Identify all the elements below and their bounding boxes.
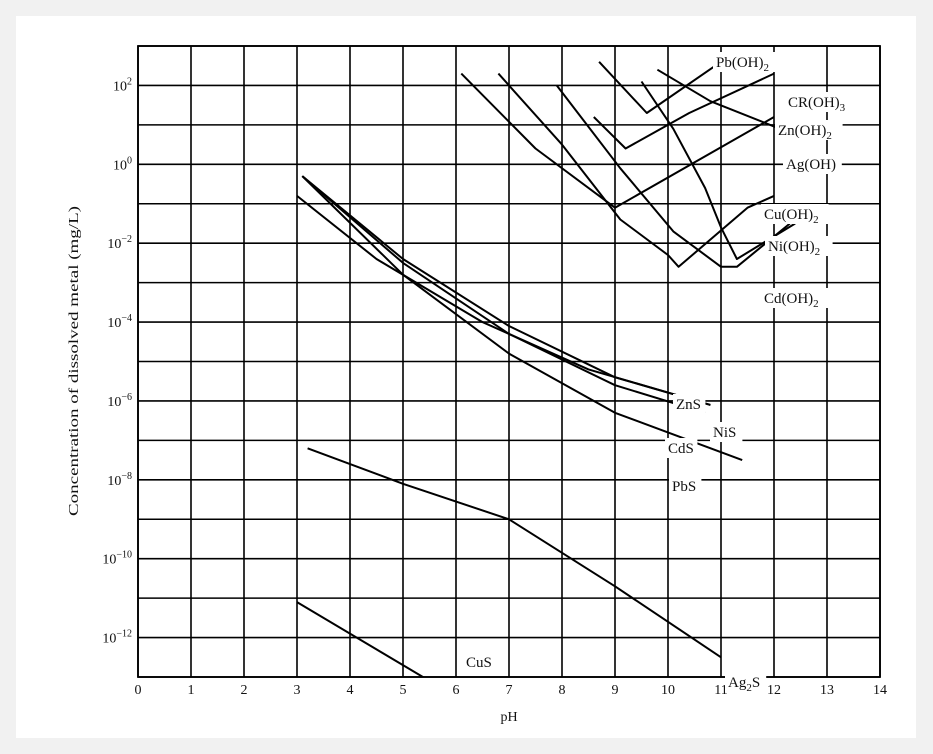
series-line-pb-oh-2 [598,60,722,114]
series-line-cr-oh-3 [656,68,791,134]
grid-lines [137,45,881,678]
x-axis-label: pH [500,710,517,725]
series-line-cd-oh-2 [555,84,791,268]
series-label-zn-oh-2: Zn(OH)2 [778,123,832,142]
series-label-cr-oh-3: CR(OH)3 [788,95,846,114]
x-tick-label: 6 [453,683,460,698]
x-tick-label: 3 [294,683,301,698]
series-line-zn-oh-2 [593,72,775,150]
series-line-ag-oh- [640,80,796,260]
series-label-ni-oh-2: Ni(OH)2 [768,239,820,258]
series-label-bg [765,236,833,256]
figure-frame: 0 1 2 3 4 5 6 7 8 9 10 11 12 13 14 102 100 10−2 10−4 10−6 1… [16,16,916,738]
series-label-ag2s: Ag2S [728,675,760,694]
y-tick-label: 100 [113,155,132,173]
x-tick-label: 9 [612,683,619,698]
series-label-bg [673,394,706,414]
y-tick-label: 10−4 [107,313,132,331]
x-tick-label: 7 [506,683,513,698]
y-tick-label: 10−8 [107,471,132,489]
series-label-pb-oh-2: Pb(OH)2 [716,55,769,74]
series-line-pbs [301,175,743,462]
series-label-cu-oh-2: Cu(OH)2 [764,207,819,226]
x-tick-label: 1 [188,683,195,698]
series-line-nis [301,175,711,406]
x-tick-label: 0 [135,683,142,698]
series-label-bg [710,422,743,442]
series-label-cds: CdS [668,441,694,457]
x-tick-label: 5 [400,683,407,698]
series-line-ni-oh-2 [497,72,775,268]
series-label-bg [713,52,781,72]
series-label-cd-oh-2: Cd(OH)2 [764,291,819,310]
series-label-bg [761,204,829,224]
y-tick-labels: 102 100 10−2 10−4 10−6 10−8 10−10 10−12 [102,76,132,646]
x-tick-label: 8 [559,683,566,698]
series-line-cu-oh-2 [460,72,775,209]
series-labels: Pb(OH)2 CR(OH)3 Zn(OH)2 Ag(OH) Cu(OH)2 Ni(OH)… [463,52,853,694]
x-tick-label: 4 [347,683,354,698]
y-tick-label: 10−12 [102,629,132,647]
y-axis-label: Concentration of dissolved metal (mg/L) [66,206,81,516]
x-tick-label: 13 [820,683,834,698]
y-tick-label: 10−2 [107,234,132,252]
series-label-bg [725,672,767,692]
y-tick-label: 102 [113,76,132,94]
series-label-ag-oh-: Ag(OH) [786,157,836,173]
series-label-zns: ZnS [676,397,701,413]
series-label-bg [761,288,829,308]
series-label-bg [775,120,843,140]
series-line-ag2s [307,447,722,659]
series-label-pbs: PbS [672,479,696,495]
series-label-bg [665,438,698,458]
series-label-bg [669,476,702,496]
series-line-cus [296,601,425,677]
series-line-zns [296,195,711,406]
series-line-cds [301,175,706,414]
y-tick-label: 10−6 [107,392,132,410]
series-label-bg [785,92,853,112]
series-label-cus: CuS [466,655,492,671]
plot-border [137,45,881,678]
x-tick-label: 2 [241,683,248,698]
solubility-chart: 0 1 2 3 4 5 6 7 8 9 10 11 12 13 14 10210010−210−410−61… [66,45,888,725]
series-label-nis: NiS [713,425,736,441]
x-tick-label: 10 [661,683,675,698]
series-group [296,60,796,677]
series-label-bg [783,154,842,174]
series-label-bg [463,652,496,672]
x-tick-labels: 0 1 2 3 4 5 6 7 8 9 10 11 12 13 14 [135,683,888,698]
x-tick-label: 12 [767,683,781,698]
y-tick-label: 10−10 [102,550,132,568]
x-tick-label: 14 [873,683,887,698]
x-tick-label: 11 [714,683,727,698]
